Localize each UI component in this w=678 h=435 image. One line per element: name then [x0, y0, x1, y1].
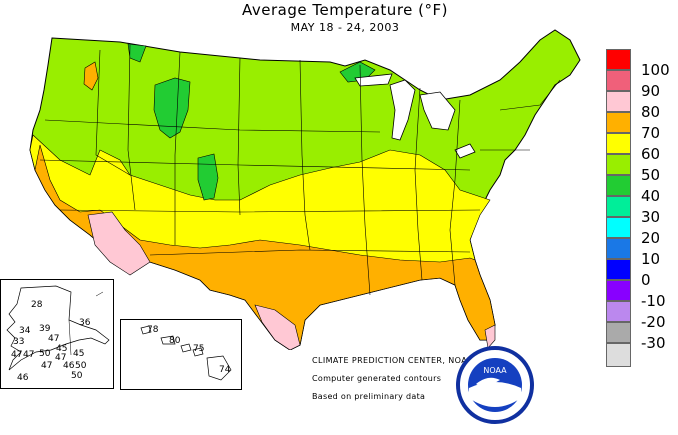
legend-row: 20 — [606, 217, 676, 246]
legend-row: 0 — [606, 259, 676, 288]
ak-value: 36 — [79, 318, 91, 328]
ak-value: 45 — [56, 344, 68, 354]
legend-label: 100 — [641, 61, 670, 79]
legend-label: 40 — [641, 187, 661, 205]
hi-value: 74 — [219, 365, 231, 375]
noaa-logo-icon: NOAA — [456, 346, 534, 424]
date-range: MAY 18 - 24, 2003 — [290, 21, 400, 34]
legend-label: 0 — [641, 271, 651, 289]
legend-swatch — [606, 49, 631, 70]
legend-swatch — [606, 175, 631, 196]
band-90-florida — [484, 324, 496, 349]
map-title: Average Temperature (°F) — [242, 1, 448, 19]
legend-row: -20 — [606, 301, 676, 330]
band-70-idaho — [83, 61, 99, 91]
credit-method: Computer generated contours — [312, 374, 442, 383]
alaska-inset: 28 36 34 39 33 47 47 45 47 50 45 47 47 4… — [0, 279, 114, 389]
legend-label: 20 — [641, 229, 661, 247]
temperature-map — [29, 29, 581, 350]
ak-value: 47 — [11, 350, 23, 360]
legend-row: 60 — [606, 133, 676, 162]
ak-value: 39 — [39, 324, 51, 334]
ak-value: 47 — [23, 350, 35, 360]
color-legend: 100 90 80 70 60 50 40 30 20 10 0 -10 -20 -30 — [606, 49, 676, 351]
legend-label: -30 — [641, 334, 666, 352]
legend-label: 80 — [641, 103, 661, 121]
band-90-south-texas — [254, 304, 301, 350]
legend-row: 30 — [606, 196, 676, 225]
legend-swatch — [606, 280, 631, 301]
legend-row: -10 — [606, 280, 676, 309]
hawaii-inset: 78 80 75 74 — [120, 319, 242, 390]
band-50-colorado — [197, 153, 219, 201]
state-boundaries — [39, 44, 561, 296]
legend-row: 50 — [606, 154, 676, 183]
ak-value: 34 — [19, 326, 31, 336]
legend-label: 60 — [641, 145, 661, 163]
legend-row: -30 — [606, 322, 676, 351]
hi-value: 80 — [169, 336, 181, 346]
legend-swatch — [606, 259, 631, 280]
legend-row: 100 — [606, 49, 676, 78]
band-80 — [34, 144, 496, 350]
legend-label: 30 — [641, 208, 661, 226]
ak-value: 46 — [63, 361, 75, 371]
legend-swatch-lowest — [606, 343, 631, 367]
ak-value: 50 — [71, 371, 83, 381]
credit-source: CLIMATE PREDICTION CENTER, NOAA — [312, 356, 474, 365]
ak-value: 33 — [13, 337, 25, 347]
ak-value: 45 — [73, 349, 85, 359]
legend-label: 10 — [641, 250, 661, 268]
ak-value: 50 — [75, 361, 87, 371]
legend-swatch — [606, 301, 631, 322]
legend-swatch — [606, 154, 631, 175]
great-lakes — [354, 73, 476, 159]
ak-value: 47 — [55, 353, 67, 363]
legend-label: 70 — [641, 124, 661, 142]
band-50-north — [127, 43, 147, 63]
hi-value: 75 — [193, 344, 205, 354]
legend-swatch — [606, 322, 631, 343]
legend-label: -10 — [641, 292, 666, 310]
noaa-logo-text: NOAA — [483, 366, 507, 375]
legend-row: 80 — [606, 91, 676, 120]
legend-label: 50 — [641, 166, 661, 184]
credit-note: Based on preliminary data — [312, 392, 426, 401]
legend-swatch — [606, 112, 631, 133]
legend-swatch — [606, 196, 631, 217]
legend-row: 40 — [606, 175, 676, 204]
legend-swatch — [606, 91, 631, 112]
ak-value: 46 — [17, 373, 29, 383]
band-90-southwest — [87, 211, 151, 276]
legend-label: -20 — [641, 313, 666, 331]
legend-row: 70 — [606, 112, 676, 141]
legend-swatch — [606, 70, 631, 91]
legend-swatch — [606, 238, 631, 259]
ak-value: 47 — [41, 361, 53, 371]
legend-row: 10 — [606, 238, 676, 267]
ak-value: 28 — [31, 300, 43, 310]
alaska-outline — [6, 285, 110, 371]
legend-row: 90 — [606, 70, 676, 99]
legend-swatch — [606, 217, 631, 238]
ak-value: 47 — [48, 334, 60, 344]
legend-swatch — [606, 133, 631, 154]
band-50-montana — [153, 77, 191, 139]
hawaii-outline — [140, 325, 232, 381]
legend-label: 90 — [641, 82, 661, 100]
ak-value: 50 — [39, 349, 51, 359]
hi-value: 78 — [147, 325, 159, 335]
